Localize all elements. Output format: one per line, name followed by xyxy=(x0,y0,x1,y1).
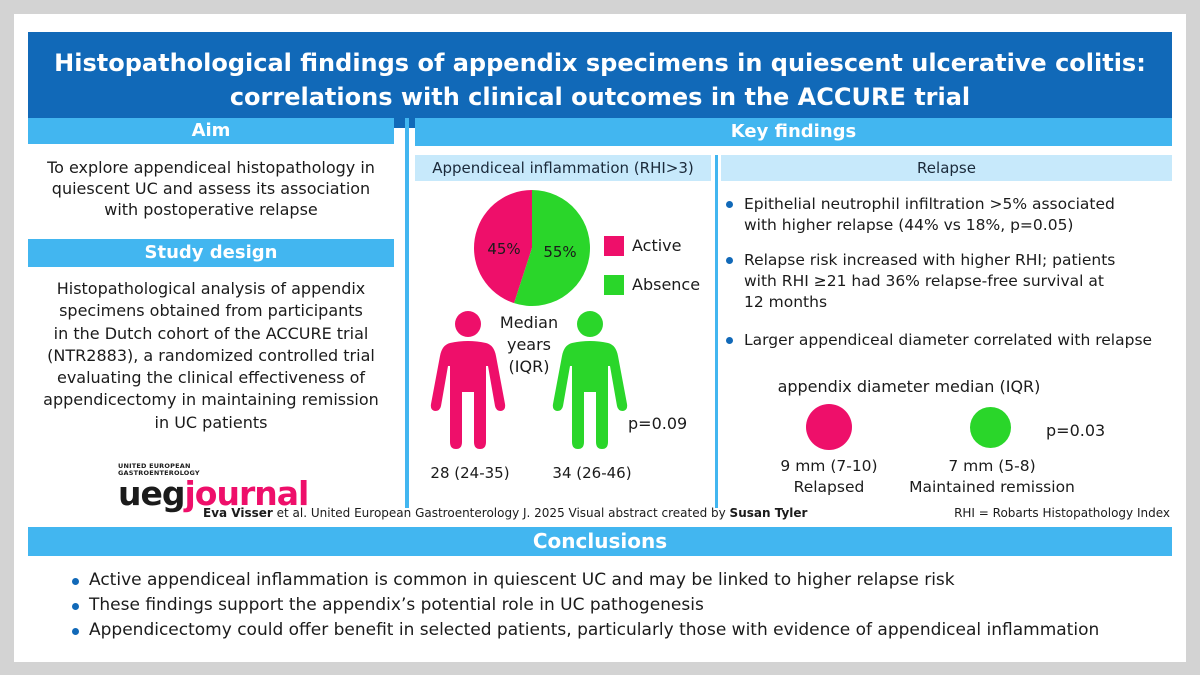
active-median-age: 28 (24-35) xyxy=(430,464,510,482)
median-line: Median xyxy=(499,313,559,332)
study-design-text: Histopathological analysis of appendix s… xyxy=(28,278,394,434)
aim-text: To explore appendiceal histopathology in… xyxy=(28,157,394,220)
relapsed-label: Relapsed xyxy=(793,478,865,496)
inflammation-pie-chart: 45% 55% xyxy=(474,190,590,306)
diameter-p-value: p=0.03 xyxy=(1046,421,1106,440)
bullet-line: Larger appendiceal diameter correlated w… xyxy=(744,331,1153,349)
absence-median-age: 34 (26-46) xyxy=(552,464,632,482)
key-findings-heading: Key findings xyxy=(415,118,1172,146)
remission-group: 7 mm (5-8) Maintained remission xyxy=(894,456,1090,498)
relapse-bullet: Epithelial neutrophil infiltration >5% a… xyxy=(726,194,1166,236)
bullet-dot-icon xyxy=(72,603,79,610)
logo-wordmark: uegjournal xyxy=(118,474,310,513)
study-design-line: appendicectomy in maintaining remission xyxy=(43,390,379,410)
credit-creator: Susan Tyler xyxy=(729,506,808,520)
study-design-line: in UC patients xyxy=(154,412,268,432)
bullet-line: with higher relapse (44% vs 18%, p=0.05) xyxy=(744,216,1074,234)
conclusion-item: Active appendiceal inflammation is commo… xyxy=(72,570,955,590)
ueg-journal-logo: UNITED EUROPEAN GASTROENTEROLOGY uegjour… xyxy=(118,462,310,513)
relapsed-circle xyxy=(806,404,852,450)
study-design-line: (NTR2883), a randomized controlled trial xyxy=(47,345,375,365)
aim-line: To explore appendiceal histopathology in xyxy=(47,158,375,177)
conclusion-text: These findings support the appendix’s po… xyxy=(89,595,704,615)
title-line-2: correlations with clinical outcomes in t… xyxy=(229,83,971,111)
person-icon-absence xyxy=(552,311,628,449)
visual-abstract: Histopathological findings of appendix s… xyxy=(14,14,1186,662)
rhi-footnote: RHI = Robarts Histopathology Index xyxy=(954,506,1170,520)
relapse-bullet: Larger appendiceal diameter correlated w… xyxy=(726,330,1166,351)
column-divider xyxy=(405,118,409,508)
legend-swatch-active xyxy=(604,236,624,256)
bullet-dot-icon xyxy=(726,257,733,264)
legend-label-active: Active xyxy=(632,236,682,255)
bullet-line: Relapse risk increased with higher RHI; … xyxy=(744,251,1116,269)
study-design-line: specimens obtained from participants xyxy=(59,301,363,321)
study-design-line: evaluating the clinical effectiveness of xyxy=(56,368,366,388)
credit-line: Eva Visser et al. United European Gastro… xyxy=(203,506,807,520)
pie-slice-active xyxy=(474,190,532,304)
findings-divider xyxy=(715,155,718,508)
conclusions-heading: Conclusions xyxy=(28,527,1172,556)
conclusion-item: These findings support the appendix’s po… xyxy=(72,595,704,615)
pie-label-absence: 55% xyxy=(543,243,576,261)
remission-label: Maintained remission xyxy=(909,478,1075,496)
aim-heading: Aim xyxy=(28,118,394,144)
conclusion-text: Active appendiceal inflammation is commo… xyxy=(89,570,955,590)
credit-author: Eva Visser xyxy=(203,506,273,520)
aim-line: quiescent UC and assess its association xyxy=(51,179,371,198)
person-icon-active xyxy=(430,311,506,449)
inflammation-heading: Appendiceal inflammation (RHI>3) xyxy=(415,155,711,181)
study-design-heading: Study design xyxy=(28,239,394,267)
study-design-line: in the Dutch cohort of the ACCURE trial xyxy=(53,323,369,343)
logo-journal: journal xyxy=(184,474,310,513)
inflammation-p-value: p=0.09 xyxy=(628,414,688,433)
bullet-dot-icon xyxy=(726,337,733,344)
relapse-bullet: Relapse risk increased with higher RHI; … xyxy=(726,250,1166,313)
conclusion-item: Appendicectomy could offer benefit in se… xyxy=(72,620,1099,640)
relapse-heading: Relapse xyxy=(721,155,1172,181)
diameter-title: appendix diameter median (IQR) xyxy=(777,377,1041,396)
median-line: years xyxy=(506,335,552,354)
median-years-label: Median years (IQR) xyxy=(494,312,564,378)
bullet-dot-icon xyxy=(72,628,79,635)
legend-swatch-absence xyxy=(604,275,624,295)
bullet-line: 12 months xyxy=(744,293,828,311)
title-line-1: Histopathological findings of appendix s… xyxy=(54,49,1146,77)
pie-slice-absence xyxy=(514,190,590,306)
logo-ueg: ueg xyxy=(118,474,185,513)
median-line: (IQR) xyxy=(508,357,550,376)
bullet-line: Epithelial neutrophil infiltration >5% a… xyxy=(744,195,1115,213)
credit-middle: et al. United European Gastroenterology … xyxy=(272,506,730,520)
remission-value: 7 mm (5-8) xyxy=(948,457,1036,475)
bullet-line: with RHI ≥21 had 36% relapse-free surviv… xyxy=(744,272,1104,290)
title-banner: Histopathological findings of appendix s… xyxy=(28,32,1172,128)
conclusion-text: Appendicectomy could offer benefit in se… xyxy=(89,620,1100,640)
logo-line-1: UNITED EUROPEAN xyxy=(118,462,191,470)
bullet-dot-icon xyxy=(72,578,79,585)
relapsed-group: 9 mm (7-10) Relapsed xyxy=(774,456,884,498)
legend-label-absence: Absence xyxy=(632,275,701,294)
study-design-line: Histopathological analysis of appendix xyxy=(56,279,366,298)
bullet-dot-icon xyxy=(726,201,733,208)
remission-circle xyxy=(970,407,1011,448)
aim-line: with postoperative relapse xyxy=(104,200,318,219)
relapsed-value: 9 mm (7-10) xyxy=(780,457,878,475)
logo-line-2: GASTROENTEROLOGY xyxy=(118,469,200,477)
pie-label-active: 45% xyxy=(487,240,520,258)
